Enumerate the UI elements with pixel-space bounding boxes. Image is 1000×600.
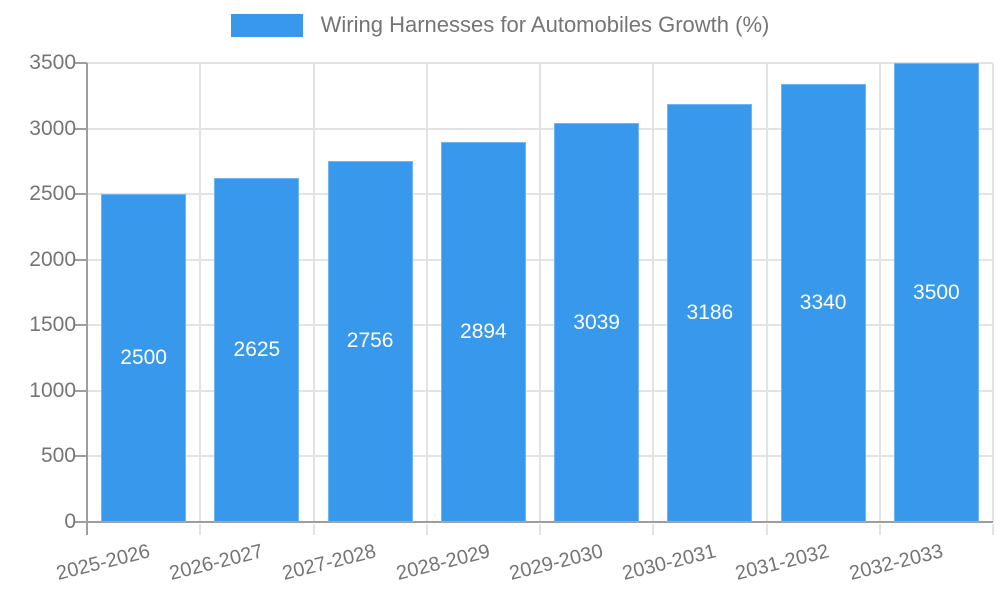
bar[interactable] bbox=[327, 160, 413, 522]
x-gridline bbox=[765, 63, 768, 522]
y-tick-mark bbox=[75, 127, 87, 130]
chart-legend: Wiring Harnesses for Automobiles Growth … bbox=[0, 12, 1000, 38]
y-tick-mark bbox=[75, 521, 87, 523]
bar-value-label: 2894 bbox=[460, 320, 507, 344]
y-tick-mark bbox=[75, 193, 87, 196]
y-tick-mark bbox=[75, 258, 87, 261]
x-tick-label: 2025-2026 bbox=[54, 540, 153, 585]
x-gridline bbox=[312, 63, 315, 522]
x-tick-label: 2026-2027 bbox=[167, 540, 266, 585]
y-tick-label: 3000 bbox=[29, 116, 76, 140]
x-tick-mark bbox=[539, 524, 541, 535]
y-axis-line bbox=[86, 63, 88, 535]
bar-value-label: 3039 bbox=[573, 310, 620, 334]
legend-swatch[interactable] bbox=[230, 13, 303, 37]
bar[interactable] bbox=[554, 123, 640, 522]
x-tick-mark bbox=[765, 524, 768, 535]
y-tick-mark bbox=[75, 62, 87, 64]
x-tick-label: 2029-2030 bbox=[507, 540, 606, 585]
bar-value-label: 2625 bbox=[233, 337, 281, 361]
bar[interactable] bbox=[893, 63, 979, 522]
bar-value-label: 3500 bbox=[913, 280, 960, 304]
bar[interactable] bbox=[440, 142, 526, 522]
x-tick-label: 2027-2028 bbox=[280, 540, 379, 585]
x-tick-label: 2028-2029 bbox=[393, 540, 493, 585]
y-tick-mark bbox=[75, 455, 87, 458]
x-tick-label: 2032-2033 bbox=[846, 540, 946, 585]
legend-label: Wiring Harnesses for Automobiles Growth … bbox=[320, 12, 770, 37]
bar-value-label: 2756 bbox=[346, 329, 394, 353]
x-gridline bbox=[652, 63, 655, 522]
x-tick-mark bbox=[992, 524, 994, 535]
y-tick-label: 2000 bbox=[29, 247, 76, 271]
bar[interactable] bbox=[101, 194, 187, 522]
y-tick-mark bbox=[75, 389, 87, 392]
y-tick-label: 0 bbox=[64, 510, 76, 533]
x-gridline bbox=[539, 63, 541, 522]
x-gridline bbox=[425, 63, 428, 522]
bar[interactable] bbox=[667, 104, 753, 522]
bar-value-label: 3340 bbox=[799, 290, 847, 314]
y-tick-label: 3500 bbox=[29, 51, 76, 74]
x-gridline bbox=[992, 63, 994, 522]
x-tick-mark bbox=[312, 524, 315, 535]
bar[interactable] bbox=[780, 83, 866, 522]
y-tick-label: 1500 bbox=[29, 313, 76, 337]
bar-value-label: 3186 bbox=[686, 301, 734, 325]
bar-value-label: 2500 bbox=[120, 346, 167, 370]
x-gridline bbox=[878, 63, 881, 522]
y-tick-label: 1000 bbox=[29, 378, 76, 402]
y-tick-label: 500 bbox=[40, 444, 76, 468]
x-tick-label: 2031-2032 bbox=[733, 540, 832, 585]
x-tick-label: 2030-2031 bbox=[620, 540, 719, 585]
x-axis-line bbox=[87, 521, 993, 523]
y-tick-mark bbox=[75, 324, 87, 327]
x-tick-mark bbox=[652, 524, 655, 535]
x-gridline bbox=[199, 63, 202, 522]
x-tick-mark bbox=[425, 524, 428, 535]
x-tick-mark bbox=[199, 524, 202, 535]
x-tick-mark bbox=[878, 524, 881, 535]
y-tick-label: 2500 bbox=[29, 182, 76, 206]
bar[interactable] bbox=[214, 177, 300, 522]
